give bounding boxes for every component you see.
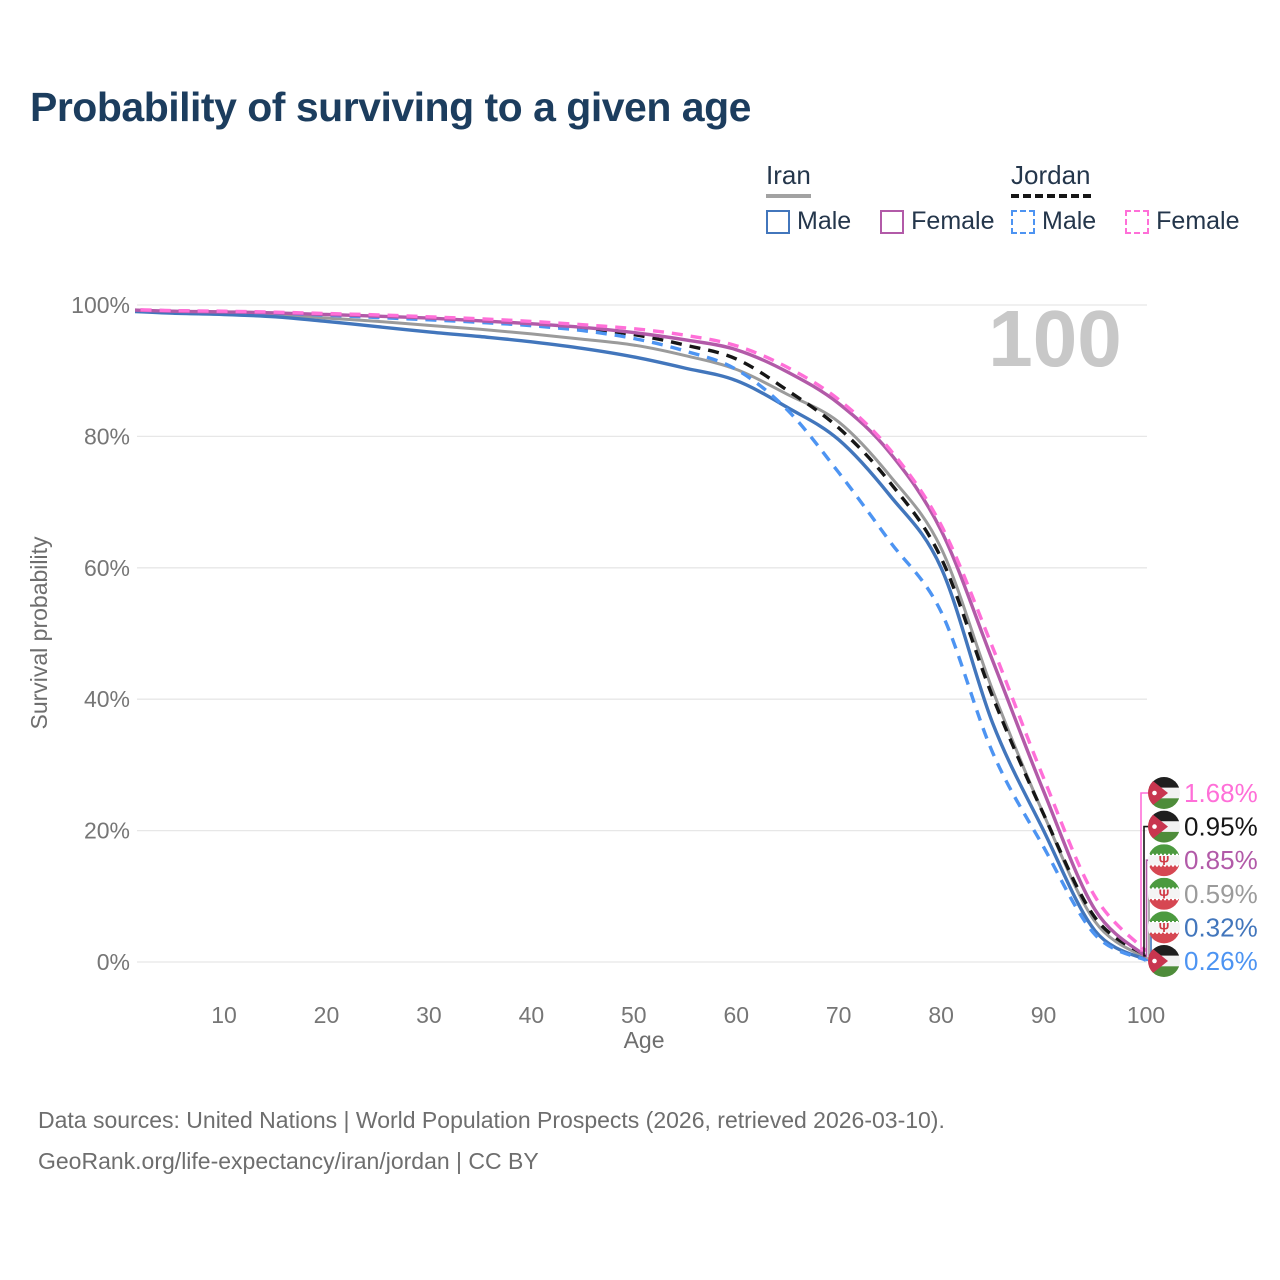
age-counter-watermark: 100 [988,294,1121,383]
x-axis-ticks: 10 20 30 40 50 60 70 80 90 100 [211,1002,1165,1028]
svg-text:20%: 20% [84,818,130,844]
iran-flag-icon: Ψ [1148,877,1180,910]
end-label-iran: 0.59% [1184,879,1258,909]
svg-text:20: 20 [314,1002,340,1028]
legend-group-iran: Iran Male Female [766,160,1017,241]
iran-flag-icon: Ψ [1148,844,1180,877]
y-axis-title: Survival probability [26,536,52,730]
connector-jordan-female [1140,792,1149,952]
svg-text:60%: 60% [84,555,130,581]
iran-female-swatch-icon [880,209,905,234]
end-label-iran-male: 0.32% [1184,912,1258,942]
line-jordan-male[interactable] [122,308,1147,962]
end-label-jordan-male: 0.26% [1184,946,1258,976]
gridlines [137,304,1147,963]
chart-footer: Data sources: United Nations | World Pop… [38,1100,945,1183]
end-label-jordan: 0.95% [1184,812,1258,842]
legend-country-iran[interactable]: Iran [766,160,811,198]
attribution-line: GeoRank.org/life-expectancy/iran/jordan … [38,1148,539,1175]
legend-country-jordan[interactable]: Jordan [1011,160,1091,198]
legend-label-jordan-female: Female [1156,207,1240,235]
line-iran-female[interactable] [122,308,1148,958]
svg-text:70: 70 [826,1002,852,1028]
svg-text:50: 50 [621,1002,647,1028]
data-sources-line: Data sources: United Nations | World Pop… [38,1107,945,1133]
svg-text:80: 80 [928,1002,954,1028]
legend-item-iran-female[interactable]: Female [880,207,995,236]
svg-text:60: 60 [723,1002,749,1028]
line-iran-male[interactable] [122,309,1147,962]
svg-text:Ψ: Ψ [1159,887,1170,902]
line-jordan[interactable] [122,308,1148,958]
jordan-flag-icon [1148,810,1180,843]
svg-text:40%: 40% [84,686,130,712]
x-axis-title: Age [624,1027,665,1053]
iran-flag-icon: Ψ [1148,911,1180,944]
iran-male-swatch-icon [766,209,790,234]
svg-text:Ψ: Ψ [1159,920,1170,935]
legend-label-iran-male: Male [797,207,852,235]
svg-text:90: 90 [1031,1002,1057,1028]
connector-jordan [1143,825,1149,957]
legend-item-jordan-male[interactable]: Male [1011,207,1096,236]
jordan-flag-icon [1148,777,1180,809]
series-lines [122,307,1148,962]
legend-label-iran-female: Female [911,207,995,235]
end-labels: 1.68% 0.95% Ψ 0.85% Ψ 0.59% Ψ 0.32% 0.26% [1140,777,1258,977]
svg-text:30: 30 [416,1002,442,1028]
svg-text:80%: 80% [84,423,130,449]
end-label-jordan-female: 1.68% [1184,778,1258,808]
line-jordan-female[interactable] [122,307,1148,953]
legend-item-jordan-female[interactable]: Female [1125,207,1240,236]
jordan-flag-icon [1148,945,1180,977]
end-label-iran-female: 0.85% [1184,845,1258,875]
svg-text:0%: 0% [97,949,130,975]
y-axis-ticks: 0% 20% 40% 60% 80% 100% [71,292,130,975]
legend-item-iran-male[interactable]: Male [766,207,851,236]
legend-group-jordan: Jordan Male Female [1011,160,1262,241]
legend-label-jordan-male: Male [1042,207,1097,235]
jordan-female-swatch-icon [1125,209,1150,234]
line-iran[interactable] [122,309,1147,960]
connector-iran-female [1145,859,1149,958]
page-title: Probability of surviving to a given age [30,84,751,130]
svg-text:10: 10 [211,1002,237,1028]
svg-text:100%: 100% [71,292,130,318]
jordan-male-swatch-icon [1011,209,1035,234]
svg-text:40: 40 [519,1002,545,1028]
svg-text:Ψ: Ψ [1159,853,1170,868]
svg-text:100: 100 [1127,1002,1165,1028]
